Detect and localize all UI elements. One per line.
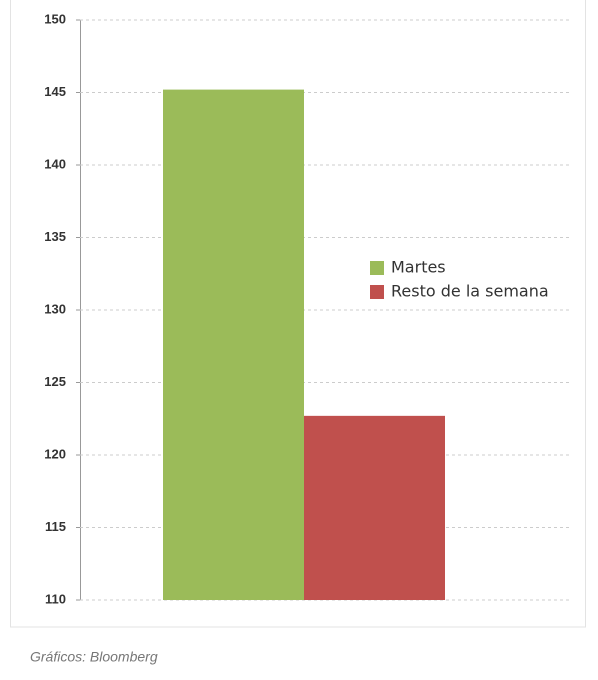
y-tick-label: 130 <box>44 301 66 316</box>
y-tick-label: 150 <box>44 11 66 26</box>
y-tick-label: 135 <box>44 229 66 244</box>
legend-swatch <box>370 285 384 299</box>
y-tick-label: 125 <box>44 374 66 389</box>
legend-label: Martes <box>391 258 446 277</box>
y-tick-label: 120 <box>44 446 66 461</box>
y-tick-label: 115 <box>45 519 66 534</box>
chart-frame <box>10 0 586 628</box>
bar <box>163 89 304 600</box>
legend-swatch <box>370 261 384 275</box>
legend-label: Resto de la semana <box>391 282 549 301</box>
bar <box>304 415 445 600</box>
y-tick-label: 145 <box>44 84 66 99</box>
y-tick-label: 110 <box>45 591 66 606</box>
y-tick-label: 140 <box>44 156 66 171</box>
source-note: Gráficos: Bloomberg <box>30 649 158 665</box>
